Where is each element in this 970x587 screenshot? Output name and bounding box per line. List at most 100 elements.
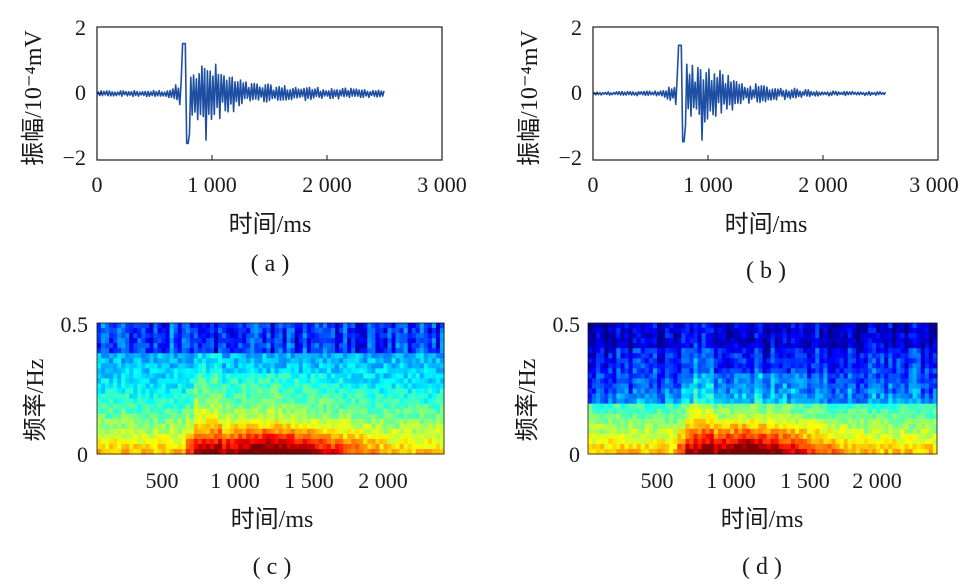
spectrogram-cell: [250, 328, 255, 334]
spectrogram-cell: [403, 428, 409, 435]
spectrogram-cell: [713, 433, 719, 440]
spectrogram-cell: [868, 438, 873, 445]
spectrogram-cell: [608, 418, 613, 425]
spectrogram-cell: [419, 333, 425, 339]
spectrogram-cell: [815, 423, 820, 430]
spectrogram-cell: [835, 363, 841, 369]
spectrogram-cell: [701, 423, 707, 430]
spectrogram-cell: [339, 378, 344, 385]
spectrogram-cell: [685, 433, 691, 440]
spectrogram-cell: [197, 413, 203, 420]
spectrogram-cell: [876, 323, 881, 329]
spectrogram-cell: [644, 388, 650, 395]
spectrogram-cell: [294, 348, 300, 354]
spectrogram-cell: [343, 408, 348, 415]
spectrogram-cell: [932, 378, 938, 385]
spectrogram-cell: [876, 428, 881, 435]
spectrogram-cell: [193, 433, 199, 440]
spectrogram-cell: [831, 443, 837, 450]
spectrogram-cell: [335, 358, 340, 364]
spectrogram-cell: [876, 398, 881, 405]
spectrogram-cell: [665, 428, 670, 435]
spectrogram-cell: [97, 388, 102, 395]
spectrogram-cell: [632, 348, 638, 354]
ytick-label: 0: [77, 442, 88, 467]
spectrogram-cell: [738, 323, 743, 329]
spectrogram-cell: [750, 448, 755, 455]
spectrogram-cell: [363, 358, 368, 364]
spectrogram-cell: [326, 403, 332, 410]
spectrogram-cell: [900, 443, 906, 450]
spectrogram-cell: [302, 338, 308, 344]
spectrogram-cell: [177, 373, 183, 380]
spectrogram-cell: [125, 413, 130, 420]
spectrogram-cell: [713, 398, 719, 405]
spectrogram-cell: [355, 428, 360, 435]
spectrogram-cell: [270, 398, 276, 405]
spectrogram-cell: [616, 438, 622, 445]
spectrogram-cell: [839, 373, 845, 380]
spectrogram-cell: [109, 388, 114, 395]
spectrogram-cell: [843, 428, 849, 435]
spectrogram-cell: [250, 428, 255, 435]
spectrogram-cell: [326, 393, 332, 400]
spectrogram-cell: [754, 428, 760, 435]
spectrogram-cell: [145, 343, 151, 349]
spectrogram-cell: [431, 378, 437, 385]
spectrogram-cell: [900, 338, 906, 344]
spectrogram-cell: [395, 413, 401, 420]
spectrogram-cell: [855, 333, 861, 339]
spectrogram-cell: [868, 448, 873, 455]
spectrogram-cell: [924, 423, 930, 430]
spectrogram-cell: [423, 448, 429, 455]
spectrogram-cell: [604, 403, 609, 410]
spectrogram-cell: [839, 443, 845, 450]
spectrogram-cell: [592, 358, 597, 364]
spectrogram-cell: [717, 333, 723, 339]
spectrogram-cell: [774, 348, 780, 354]
spectrogram-cell: [193, 403, 199, 410]
spectrogram-cell: [648, 418, 654, 425]
spectrogram-cell: [636, 448, 642, 455]
spectrogram-cell: [612, 448, 618, 455]
spectrogram-cell: [157, 328, 163, 334]
spectrogram-cell: [758, 373, 764, 380]
spectrogram-cell: [717, 423, 723, 430]
spectrogram-cell: [399, 343, 405, 349]
spectrogram-cell: [363, 418, 368, 425]
spectrogram-cell: [847, 398, 853, 405]
spectrogram-cell: [799, 323, 804, 329]
spectrogram-cell: [721, 413, 727, 420]
spectrogram-cell: [738, 348, 743, 354]
spectrogram-cell: [701, 413, 707, 420]
spectrogram-cell: [246, 423, 251, 430]
spectrogram-cell: [648, 438, 654, 445]
spectrogram-cell: [924, 388, 930, 395]
spectrogram-cell: [290, 348, 296, 354]
spectrogram-cell: [872, 438, 877, 445]
spectrogram-cell: [742, 383, 747, 390]
spectrogram-cell: [117, 383, 122, 390]
spectrogram-cell: [226, 443, 231, 450]
spectrogram-cell: [803, 398, 808, 405]
spectrogram-cell: [673, 398, 678, 405]
spectrogram-cell: [282, 363, 288, 369]
spectrogram-cell: [799, 383, 804, 390]
spectrogram-cell: [387, 403, 393, 410]
spectrogram-cell: [823, 358, 829, 364]
spectrogram-cell: [648, 388, 654, 395]
spectrogram-cell: [872, 378, 877, 385]
spectrogram-cell: [811, 388, 816, 395]
spectrogram-cell: [395, 418, 401, 425]
spectrogram-cell: [738, 403, 743, 410]
spectrogram-cell: [888, 413, 893, 420]
spectrogram-cell: [851, 333, 857, 339]
spectrogram-cell: [847, 403, 853, 410]
spectrogram-cell: [129, 343, 134, 349]
spectrogram-cell: [105, 328, 110, 334]
spectrogram-cell: [786, 348, 792, 354]
spectrogram-cell: [423, 418, 429, 425]
spectrogram-cell: [665, 398, 670, 405]
spectrogram-cell: [214, 448, 219, 455]
spectrogram-cell: [399, 403, 405, 410]
